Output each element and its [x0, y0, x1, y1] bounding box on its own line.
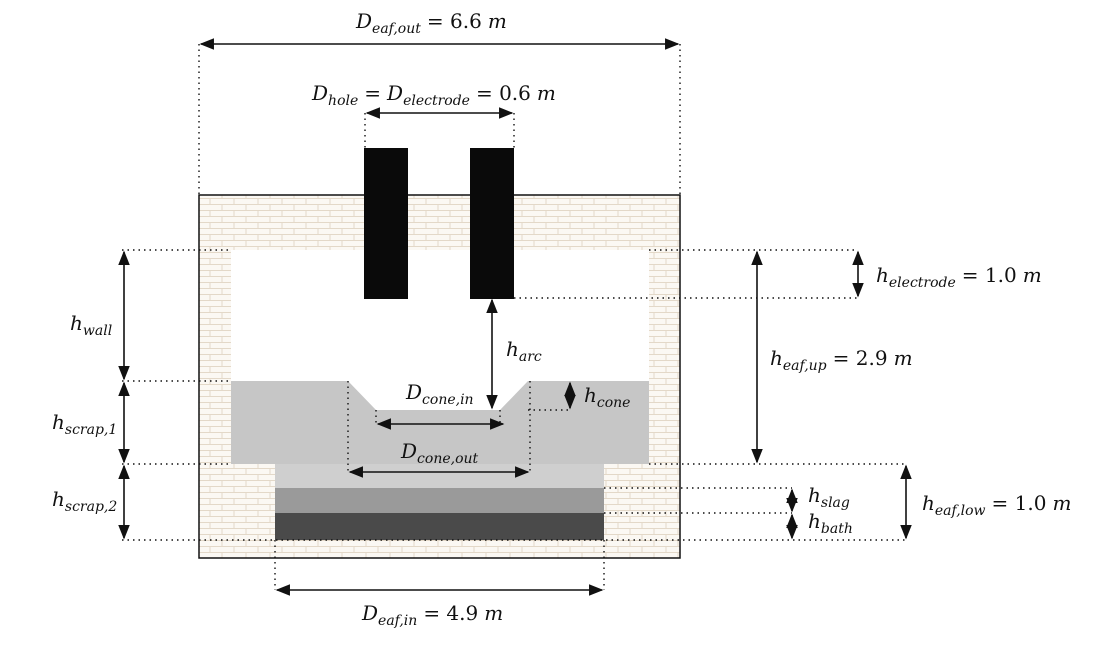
label-d-eaf-in: Deaf,in = 4.9 m	[361, 601, 503, 629]
electrode-right	[470, 148, 514, 299]
dimension-arrows	[118, 38, 912, 596]
label-h-slag: hslag	[808, 483, 850, 511]
label-h-electrode: helectrode = 1.0 m	[876, 263, 1042, 291]
label-h-scrap-1: hscrap,1	[52, 410, 117, 438]
reference-lines	[122, 44, 906, 590]
label-h-eaf-up: heaf,up = 2.9 m	[770, 346, 913, 374]
label-h-bath: hbath	[808, 509, 853, 537]
lower-left-brick	[231, 464, 275, 540]
label-d-hole: Dhole = Delectrode = 0.6 m	[311, 81, 556, 109]
label-h-scrap-2: hscrap,2	[52, 487, 117, 515]
label-d-cone-in: Dcone,in	[405, 380, 474, 408]
label-d-eaf-out: Deaf,out = 6.6 m	[355, 9, 507, 37]
scrap-layer-2	[275, 464, 604, 488]
electrode-left	[364, 148, 408, 299]
label-h-arc: harc	[506, 337, 542, 365]
label-d-cone-out: Dcone,out	[400, 439, 479, 467]
slag-layer	[275, 488, 604, 513]
bath-layer	[275, 513, 604, 540]
label-h-cone: hcone	[584, 383, 630, 411]
label-h-eaf-low: heaf,low = 1.0 m	[922, 491, 1071, 519]
label-h-wall: hwall	[70, 311, 112, 339]
lower-right-brick	[604, 464, 649, 540]
